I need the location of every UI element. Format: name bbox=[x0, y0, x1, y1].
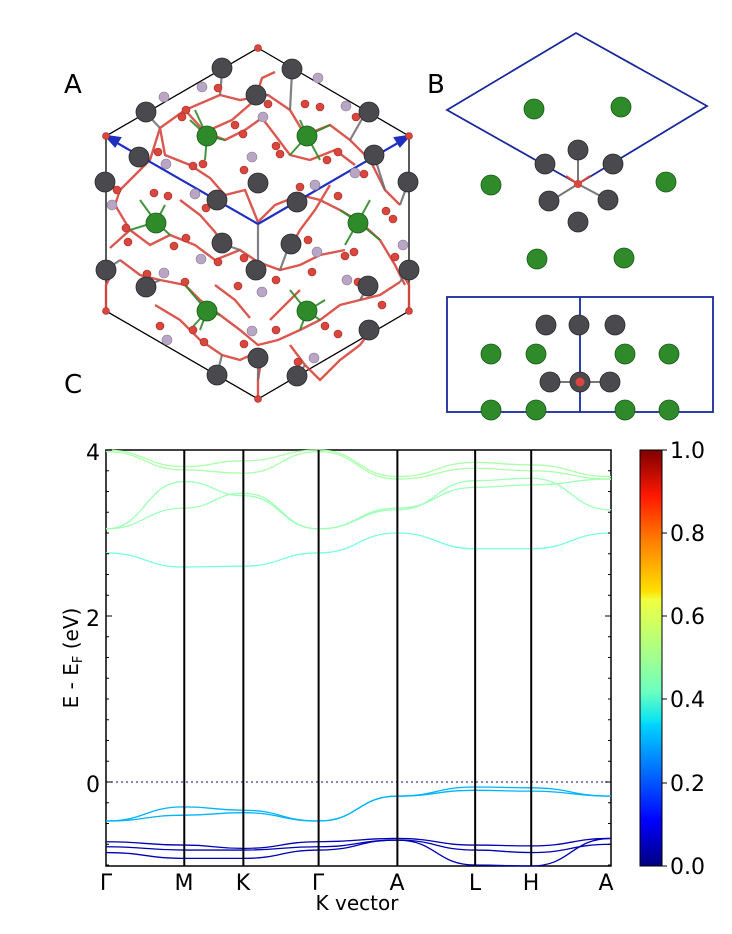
band-cb-5 bbox=[105, 449, 612, 478]
xtick-gamma-1: Γ bbox=[100, 871, 113, 896]
side-view-dark-atoms bbox=[535, 314, 626, 393]
band-vb-top-2 bbox=[105, 786, 612, 822]
plot-area bbox=[105, 449, 612, 867]
xtick-a-1: A bbox=[389, 871, 404, 896]
side-view-green-atoms bbox=[480, 343, 680, 421]
panel-b-center-atom bbox=[574, 180, 582, 188]
band-vb-deep-3 bbox=[105, 837, 612, 850]
panel-b-dark-atoms-top bbox=[534, 139, 624, 233]
y-minor-ticks bbox=[106, 449, 611, 866]
ytick-4: 4 bbox=[86, 441, 100, 466]
side-view-center-atom bbox=[575, 377, 585, 387]
panel-label-c: C bbox=[64, 370, 83, 400]
svg-text:E - EF (eV): E - EF (eV) bbox=[59, 608, 86, 709]
y-axis-label: E - EF (eV) bbox=[59, 608, 86, 709]
xtick-a-2: A bbox=[598, 871, 613, 896]
dark-atoms bbox=[94, 57, 420, 387]
panel-b-green-atoms-top bbox=[480, 96, 677, 270]
colorbar bbox=[639, 449, 663, 867]
band-vb-deep-2 bbox=[105, 839, 612, 854]
ytick-2: 2 bbox=[86, 607, 100, 632]
ytick-0: 0 bbox=[86, 773, 100, 798]
colorbar-tick-0-6: 0.6 bbox=[670, 605, 705, 630]
lilac-atoms bbox=[106, 72, 409, 364]
colorbar-tick-0-8: 0.8 bbox=[670, 522, 705, 547]
band-cb-4 bbox=[105, 451, 612, 480]
high-symmetry-lines bbox=[183, 450, 533, 866]
x-tick-labels: Γ M K Γ A L H A bbox=[100, 871, 614, 896]
oxygen-atoms bbox=[102, 44, 413, 403]
xtick-h: H bbox=[523, 871, 540, 896]
panel-label-b: B bbox=[427, 70, 445, 100]
panel-label-a: A bbox=[64, 70, 82, 100]
band-cb-1 bbox=[105, 532, 612, 568]
xtick-l: L bbox=[469, 871, 482, 896]
xtick-gamma-2: Γ bbox=[312, 871, 325, 896]
y-axis-label-main: E - E bbox=[59, 663, 83, 708]
colorbar-tick-0-2: 0.2 bbox=[670, 772, 705, 797]
colorbar-tick-0-4: 0.4 bbox=[670, 688, 705, 713]
colorbar-tick-0: 0.0 bbox=[670, 855, 705, 880]
xtick-m: M bbox=[175, 871, 194, 896]
xtick-k: K bbox=[236, 871, 251, 896]
colorbar-ticks bbox=[662, 449, 667, 867]
green-atoms bbox=[145, 125, 369, 322]
x-axis-label: K vector bbox=[316, 891, 400, 915]
colorbar-tick-1-0: 1.0 bbox=[670, 439, 705, 464]
y-axis-label-tail: (eV) bbox=[59, 608, 83, 656]
y-axis-label-sub: F bbox=[71, 656, 86, 663]
